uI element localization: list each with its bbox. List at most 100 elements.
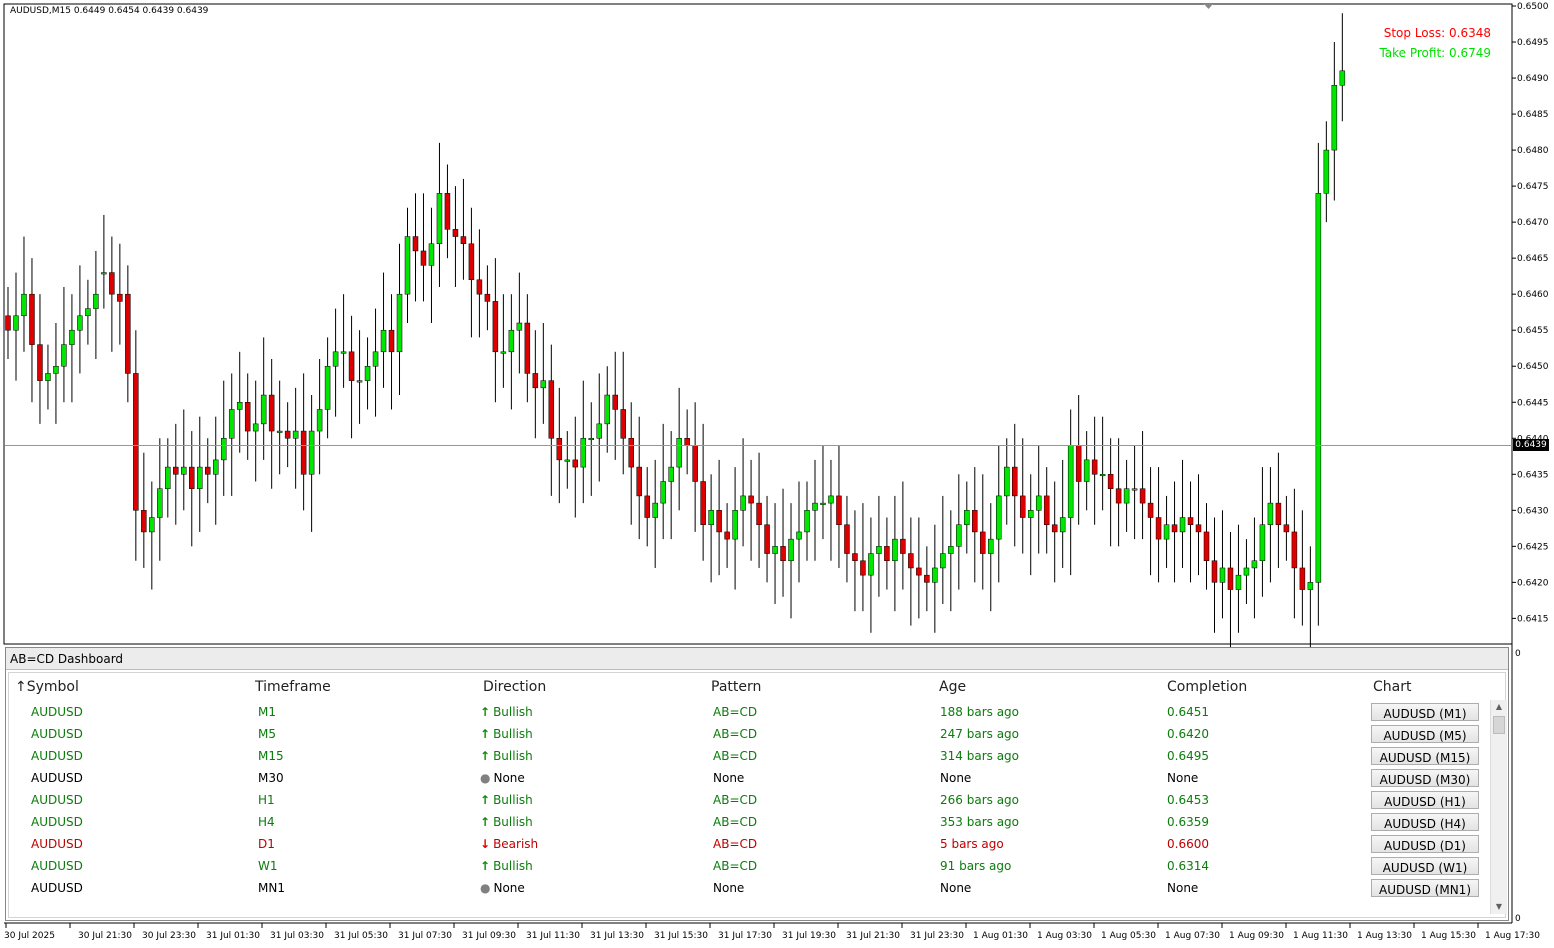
candle-body (444, 193, 451, 230)
candle-body (540, 380, 547, 389)
candle-body (1019, 495, 1026, 518)
candle-body (1219, 567, 1226, 583)
open-chart-button[interactable]: AUDUSD (M5) (1371, 725, 1479, 743)
price-tick-label: 0.6480 (1517, 146, 1549, 156)
cell-pattern: AB=CD (713, 859, 758, 873)
candle-body (452, 229, 459, 237)
header-pattern[interactable]: Pattern (711, 679, 762, 695)
cell-pattern: AB=CD (713, 727, 758, 741)
time-tick-label: 1 Aug 15:30 (1421, 931, 1476, 941)
candle-body (644, 495, 650, 518)
candle-body (1123, 488, 1130, 504)
candle-body (117, 293, 123, 302)
time-tick-label: 31 Jul 11:30 (526, 931, 580, 941)
header-completion[interactable]: Completion (1167, 679, 1248, 695)
time-tick-label: 1 Aug 11:30 (1293, 931, 1348, 941)
candle-body (508, 329, 515, 353)
candle-body (620, 409, 626, 439)
candle-body (228, 409, 235, 439)
time-tick-label: 31 Jul 15:30 (654, 931, 708, 941)
open-chart-button[interactable]: AUDUSD (M30) (1371, 769, 1479, 787)
candle-body (1299, 567, 1306, 590)
candle-body (964, 510, 970, 525)
cell-direction: ↑ Bullish (480, 749, 533, 763)
candle-body (1243, 567, 1250, 576)
candle-body (133, 373, 139, 511)
candle-body (1187, 517, 1194, 525)
cell-age: None (940, 881, 972, 895)
scroll-up-icon[interactable]: ▲ (1495, 702, 1503, 711)
direction-label: Bullish (493, 859, 533, 873)
symbol-info: AUDUSD,M15 0.6449 0.6454 0.6439 0.6439 (10, 6, 209, 16)
arrow-up-icon: ↑ (480, 727, 491, 741)
cell-age: 266 bars ago (940, 793, 1020, 807)
open-chart-button[interactable]: AUDUSD (M15) (1371, 747, 1479, 765)
candle-body (588, 438, 595, 441)
candle-body (676, 438, 682, 468)
candle-body (692, 445, 698, 482)
dot-icon: ● (480, 881, 491, 895)
candle-body (1139, 488, 1146, 504)
candle-body (85, 308, 91, 317)
cell-timeframe: H1 (258, 793, 275, 807)
time-tick-label: 31 Jul 21:30 (846, 931, 900, 941)
cell-direction: ↑ Bullish (480, 815, 533, 829)
candle-body (348, 351, 355, 381)
candle-body (284, 430, 291, 439)
arrow-up-icon: ↑ (480, 815, 491, 829)
vertical-scrollbar[interactable]: ▲ ▼ (1490, 700, 1507, 914)
candle-body (380, 329, 387, 353)
direction-label: None (493, 771, 525, 785)
candle-body (1211, 560, 1218, 583)
header-age[interactable]: Age (939, 679, 967, 695)
candle-body (276, 430, 283, 433)
indicator-axis-zero: 0 (1515, 649, 1521, 659)
candle-body (1115, 488, 1122, 504)
header-direction[interactable]: Direction (483, 679, 547, 695)
cell-completion: 0.6359 (1167, 815, 1209, 829)
candle-body (468, 243, 475, 281)
candle-body (980, 531, 986, 554)
open-chart-button[interactable]: AUDUSD (M1) (1371, 703, 1479, 721)
cell-timeframe: M1 (258, 705, 276, 719)
open-chart-button[interactable]: AUDUSD (W1) (1371, 857, 1479, 875)
header-timeframe[interactable]: Timeframe (255, 679, 331, 695)
cell-age: None (940, 771, 972, 785)
candle-body (780, 546, 786, 561)
candle-body (884, 546, 890, 561)
candle-body (1091, 459, 1098, 475)
candle-body (300, 430, 307, 475)
scroll-thumb[interactable] (1493, 716, 1505, 734)
candle-body (1011, 466, 1018, 497)
cell-completion: 0.6314 (1167, 859, 1209, 873)
cell-timeframe: M5 (258, 727, 276, 741)
direction-label: Bullish (493, 793, 533, 807)
arrow-up-icon: ↑ (480, 749, 491, 763)
header-symbol[interactable]: ↑Symbol (15, 679, 79, 695)
open-chart-button[interactable]: AUDUSD (H4) (1371, 813, 1479, 831)
cell-age: 188 bars ago (940, 705, 1020, 719)
candle-body (660, 481, 666, 504)
cell-direction: ● None (480, 881, 525, 895)
price-tick-label: 0.6465 (1517, 254, 1549, 264)
cell-symbol: AUDUSD (31, 705, 83, 719)
cell-timeframe: D1 (258, 837, 275, 851)
price-tick-label: 0.6445 (1517, 398, 1549, 408)
candle-body (308, 430, 315, 475)
candle-body (1291, 531, 1298, 569)
scroll-down-icon[interactable]: ▼ (1495, 902, 1503, 911)
time-tick-label: 1 Aug 17:30 (1485, 931, 1540, 941)
open-chart-button[interactable]: AUDUSD (MN1) (1371, 879, 1479, 897)
header-chart[interactable]: Chart (1373, 679, 1412, 695)
candle-body (1131, 488, 1138, 491)
chart-shift-marker-icon[interactable] (1204, 4, 1213, 9)
candle-body (125, 293, 131, 374)
candle-body (1107, 474, 1114, 489)
open-chart-button[interactable]: AUDUSD (H1) (1371, 791, 1479, 809)
candle-body (412, 236, 419, 252)
chart-plot-area[interactable] (3, 3, 1513, 645)
open-chart-button[interactable]: AUDUSD (D1) (1371, 835, 1479, 853)
time-tick-label: 1 Aug 01:30 (973, 931, 1028, 941)
sort-arrow-up-icon: ↑ (15, 679, 27, 695)
